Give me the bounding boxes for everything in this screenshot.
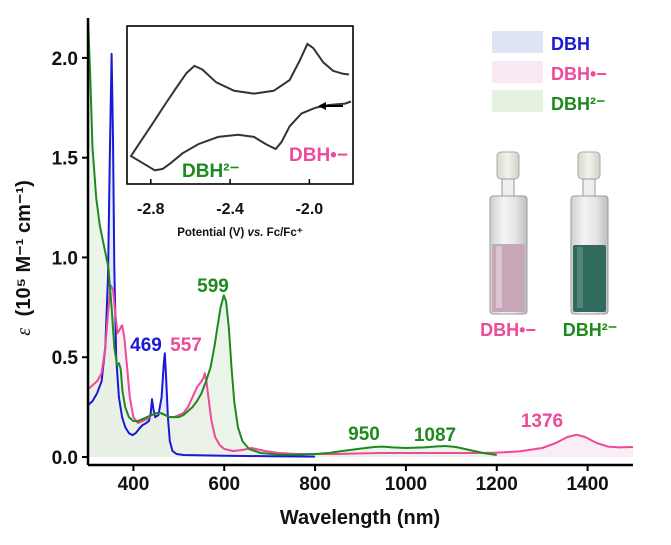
x-axis-title: Wavelength (nm) (280, 507, 440, 529)
peak-label-950: 950 (348, 424, 380, 445)
svg-text:ε (10⁵ M⁻¹ cm⁻¹): ε (10⁵ M⁻¹ cm⁻¹) (13, 180, 35, 336)
cv-x-ticks: -2.8 -2.4 -2.0 (137, 179, 323, 218)
cv-x-axis-title: Potential (V) vs. Fc/Fc⁺ (177, 227, 303, 239)
x-axis-ticks: 400 600 800 1000 1200 1400 (118, 465, 609, 495)
x-tick-label-800: 800 (299, 474, 331, 495)
vial-photo-dbh-radical-anion (489, 151, 528, 315)
line-dbh (87, 52, 316, 458)
line-dbh-dianion (87, 17, 497, 456)
y-tick-label-1.5: 1.5 (52, 149, 79, 170)
spectrum-fill-areas (88, 18, 633, 458)
legend-label-dbh: DBH (551, 34, 590, 54)
peak-label-469: 469 (130, 335, 162, 356)
cv-scan-arrow (318, 102, 343, 110)
legend-label-dbh-radical-anion: DBH•− (551, 64, 607, 84)
y-tick-label-2.0: 2.0 (52, 49, 78, 70)
x-tick-label-600: 600 (208, 474, 240, 495)
y-axis-title: ε (10⁵ M⁻¹ cm⁻¹) (13, 180, 35, 336)
cv-trace (129, 42, 352, 172)
cv-x-tick-label--2.8: -2.8 (137, 201, 165, 218)
y-axis-units: (10⁵ M⁻¹ cm⁻¹) (13, 180, 35, 316)
peak-label-1376: 1376 (521, 411, 563, 432)
vial-label-dbh-radical-anion: DBH•− (480, 320, 536, 340)
y-axis-ticks: 0.0 0.5 1.0 1.5 2.0 (52, 49, 88, 469)
vial-photo-dbh-dianion (570, 151, 609, 315)
cv-x-tick-label--2.4: -2.4 (216, 201, 244, 218)
legend: DBH DBH•− DBH²⁻ (492, 31, 607, 114)
vial-label-dbh-dianion: DBH²⁻ (563, 320, 618, 340)
cv-label-dbh-radical-anion: DBH•− (289, 145, 348, 166)
cv-label-dbh-dianion: DBH²⁻ (182, 161, 240, 182)
y-axis-symbol: ε (13, 328, 35, 336)
legend-swatch-dbh (492, 31, 543, 53)
legend-label-dbh-dianion: DBH²⁻ (551, 94, 606, 114)
spectrum-lines (87, 17, 634, 458)
legend-swatch-dbh-radical-anion (492, 61, 543, 83)
peak-label-1087: 1087 (414, 425, 456, 446)
peak-label-599: 599 (197, 276, 229, 297)
legend-swatch-dbh-dianion (492, 90, 543, 112)
x-tick-label-400: 400 (118, 474, 150, 495)
y-tick-label-0.0: 0.0 (52, 448, 78, 469)
peak-label-557: 557 (170, 335, 202, 356)
x-tick-label-1200: 1200 (476, 474, 518, 495)
x-tick-label-1000: 1000 (385, 474, 427, 495)
y-tick-label-0.5: 0.5 (52, 348, 79, 369)
cv-inset: -2.8 -2.4 -2.0 DBH²⁻ DBH•− Potential (V) v… (126, 25, 354, 239)
x-tick-label-1400: 1400 (566, 474, 608, 495)
cv-x-tick-label--2.0: -2.0 (296, 201, 324, 218)
y-tick-label-1.0: 1.0 (52, 248, 78, 269)
